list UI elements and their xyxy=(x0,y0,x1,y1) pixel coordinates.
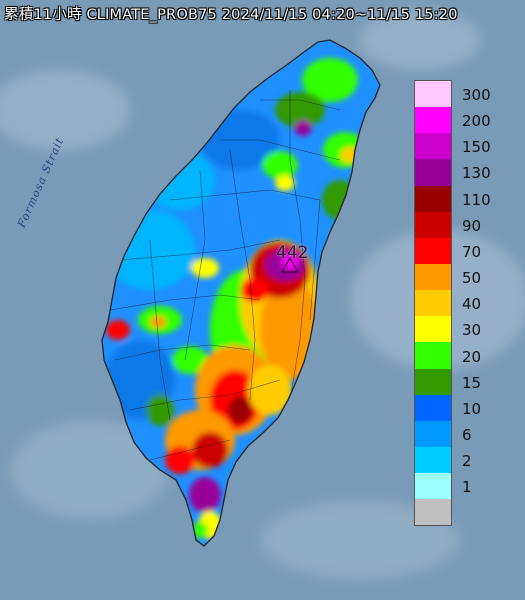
legend-label: 15 xyxy=(462,373,482,392)
cloud-texture xyxy=(0,10,525,580)
legend-swatch xyxy=(415,473,451,500)
legend-swatch xyxy=(415,499,451,526)
legend-swatch xyxy=(415,185,451,212)
legend-swatch xyxy=(415,394,451,421)
legend-label: 1 xyxy=(462,478,472,497)
legend-swatch xyxy=(415,211,451,238)
legend-label: 2 xyxy=(462,452,472,471)
legend-label: 150 xyxy=(462,138,491,157)
max-marker-icon xyxy=(280,256,300,273)
legend-swatch xyxy=(415,290,451,317)
legend-swatch xyxy=(415,263,451,291)
map-title: 累積11小時 CLIMATE_PROB75 2024/11/15 04:20~1… xyxy=(4,7,458,23)
legend-label: 300 xyxy=(462,86,491,104)
legend-label: 90 xyxy=(462,216,482,235)
legend-swatch xyxy=(415,368,451,395)
legend-label: 6 xyxy=(462,425,472,444)
max-value-label: 442 xyxy=(276,243,309,263)
taiwan-coastline xyxy=(101,39,381,547)
legend-label: 30 xyxy=(462,321,482,340)
legend-label: 200 xyxy=(462,112,491,131)
legend-label: 130 xyxy=(462,164,491,183)
legend-label: 50 xyxy=(462,269,482,288)
legend-swatch xyxy=(415,107,451,134)
legend-swatch xyxy=(415,133,451,160)
legend-swatch xyxy=(415,446,451,474)
legend-swatch xyxy=(415,159,451,186)
legend-swatch xyxy=(415,81,451,108)
legend-swatch xyxy=(415,420,451,447)
legend-swatch xyxy=(415,316,451,343)
legend-swatch xyxy=(415,237,451,264)
township-boundaries xyxy=(109,90,341,461)
legend-label: 20 xyxy=(462,347,482,366)
legend-label: 40 xyxy=(462,295,482,314)
legend-label: 110 xyxy=(462,190,491,209)
legend-colorbar xyxy=(414,80,452,527)
legend-swatch xyxy=(415,342,451,369)
legend-label: 10 xyxy=(462,399,482,418)
legend-label: 70 xyxy=(462,242,482,261)
